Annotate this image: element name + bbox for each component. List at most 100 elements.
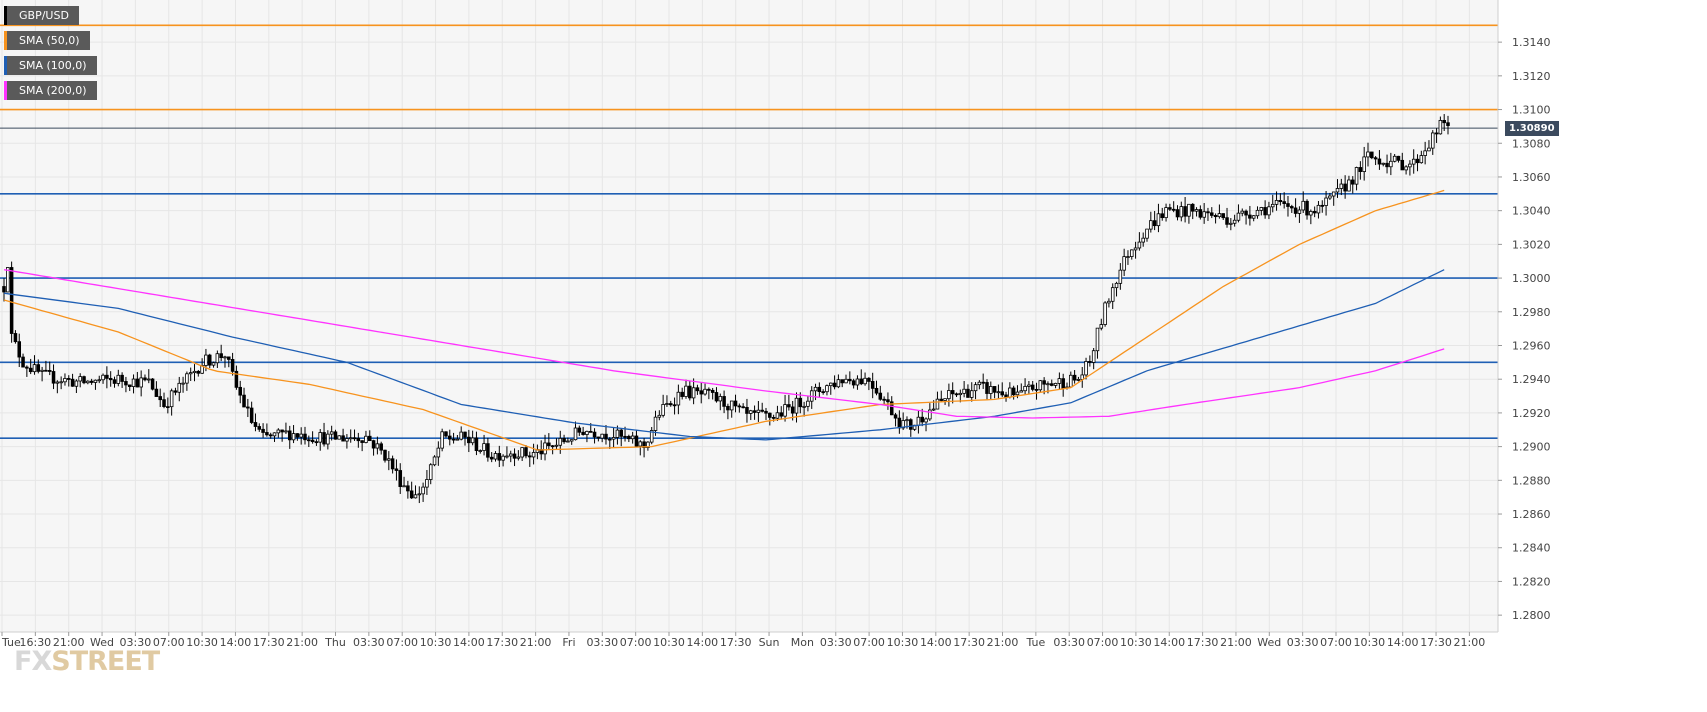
- candle-body: [474, 437, 479, 451]
- candle-body: [265, 432, 269, 436]
- candle-body: [177, 382, 182, 393]
- candle-body: [394, 468, 399, 471]
- candle-body: [227, 356, 231, 360]
- candle-body: [1411, 158, 1416, 165]
- candle-body: [695, 387, 700, 392]
- candle-body: [207, 354, 212, 366]
- candle-body: [371, 440, 376, 449]
- candle-body: [600, 433, 604, 439]
- candle-body: [588, 430, 593, 433]
- candle-body: [158, 396, 162, 401]
- x-tick-label: 17:30: [253, 636, 285, 649]
- candle-body: [779, 412, 784, 417]
- candle-body: [1057, 378, 1062, 384]
- candle-body: [562, 437, 566, 443]
- sma-line: [3, 269, 1445, 441]
- x-tick-label: 10:30: [1120, 636, 1152, 649]
- candle-body: [40, 369, 44, 372]
- candle-body: [470, 437, 475, 444]
- candle-body: [1232, 219, 1237, 224]
- candle-body: [1118, 269, 1123, 284]
- candle-body: [276, 429, 281, 434]
- candle-body: [1396, 155, 1401, 161]
- candle-body: [870, 381, 875, 389]
- candle-body: [432, 456, 437, 466]
- candle-body: [813, 386, 818, 392]
- legend-item: SMA (100,0): [4, 56, 97, 75]
- candle-body: [1446, 122, 1450, 126]
- x-tick-label: 21:00: [286, 636, 318, 649]
- candle-body: [989, 386, 993, 394]
- x-tick-label: 07:00: [620, 636, 652, 649]
- candle-body: [752, 410, 757, 413]
- candle-body: [585, 430, 589, 435]
- candle-body: [1008, 387, 1012, 398]
- candle-body: [1175, 209, 1180, 218]
- candle-body: [615, 429, 620, 438]
- x-tick-label: 07:00: [1320, 636, 1352, 649]
- candle-body: [1389, 160, 1393, 168]
- candle-body: [859, 378, 864, 385]
- candle-body: [1331, 191, 1336, 197]
- y-tick-label: 1.2960: [1512, 339, 1551, 352]
- x-tick-label: 21:00: [987, 636, 1019, 649]
- candle-body: [825, 385, 829, 393]
- candle-body: [1225, 217, 1229, 225]
- candle-body: [1190, 203, 1195, 212]
- candle-body: [120, 374, 124, 382]
- candle-body: [367, 435, 372, 442]
- candle-body: [329, 431, 334, 435]
- candle-body: [97, 379, 102, 382]
- candle-body: [131, 378, 136, 387]
- candle-body: [1427, 147, 1431, 152]
- candle-body: [1373, 157, 1378, 160]
- candle-body: [981, 381, 985, 384]
- x-tick-label: 17:30: [720, 636, 752, 649]
- candle-body: [448, 435, 452, 440]
- sma-line: [3, 269, 1445, 419]
- candle-body: [714, 392, 719, 402]
- candle-body: [1408, 163, 1412, 168]
- candle-body: [1248, 214, 1252, 219]
- candle-body: [897, 417, 902, 429]
- candle-body: [829, 382, 833, 387]
- candle-body: [1145, 228, 1149, 239]
- candle-body: [261, 428, 265, 433]
- candle-body: [703, 388, 707, 395]
- candle-body: [345, 438, 349, 442]
- candle-body: [771, 416, 776, 419]
- candle-body: [1122, 256, 1126, 271]
- candle-body: [70, 378, 75, 387]
- y-tick-label: 1.2820: [1512, 575, 1551, 588]
- candle-body: [733, 400, 738, 407]
- candle-body: [89, 380, 94, 383]
- y-tick-label: 1.2860: [1512, 508, 1551, 521]
- x-tick-label: 03:30: [820, 636, 852, 649]
- candle-body: [737, 405, 742, 408]
- candle-body: [1110, 287, 1115, 302]
- candle-body: [1019, 390, 1024, 393]
- legend-item: GBP/USD: [4, 6, 79, 25]
- candle-body: [467, 436, 471, 444]
- x-tick-label: 21:00: [520, 636, 552, 649]
- candle-body: [558, 437, 563, 446]
- candle-body: [455, 438, 460, 441]
- candle-body: [844, 378, 848, 384]
- candle-body: [573, 427, 578, 441]
- candle-body: [154, 388, 159, 397]
- candle-body: [1358, 167, 1363, 172]
- candle-body: [211, 362, 216, 366]
- candle-body: [1023, 385, 1027, 392]
- candle-body: [676, 391, 681, 406]
- x-tick-label: 10:30: [420, 636, 452, 649]
- candle-body: [257, 426, 262, 430]
- candle-body: [230, 359, 235, 372]
- candle-body: [950, 390, 955, 395]
- x-tick-label: 21:00: [1220, 636, 1252, 649]
- candle-body: [1000, 391, 1004, 396]
- candle-body: [741, 406, 745, 409]
- x-tick-label: 10:30: [887, 636, 919, 649]
- candle-body: [1027, 384, 1031, 387]
